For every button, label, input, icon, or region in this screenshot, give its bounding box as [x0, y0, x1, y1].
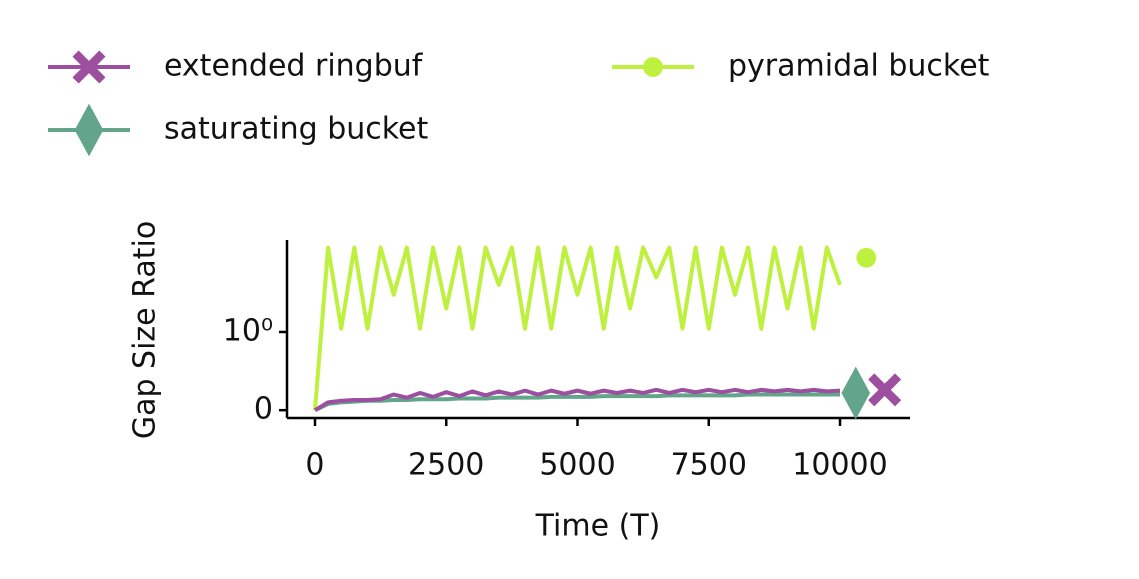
- legend-label: saturating bucket: [164, 112, 429, 147]
- legend-label: extended ringbuf: [164, 49, 424, 84]
- marker: [856, 247, 877, 268]
- y-tick-label: 10⁰: [223, 313, 273, 348]
- x-tick-label: 2500: [408, 448, 484, 483]
- marker: [841, 366, 871, 420]
- marker: [868, 373, 902, 407]
- series-line: [314, 392, 841, 412]
- series-line: [312, 245, 842, 411]
- y-tick-label: 0: [254, 392, 273, 427]
- marker: [643, 57, 663, 77]
- x-tick-label: 5000: [539, 448, 615, 483]
- marker: [72, 50, 106, 84]
- x-tick-label: 10000: [792, 448, 887, 483]
- x-tick-label: 7500: [671, 448, 747, 483]
- y-axis-label: Gap Size Ratio: [128, 221, 163, 439]
- series-line: [313, 387, 841, 412]
- x-tick-label: 0: [305, 448, 324, 483]
- marker: [74, 103, 104, 157]
- legend-label: pyramidal bucket: [728, 49, 990, 84]
- x-axis-label: Time (T): [535, 509, 661, 544]
